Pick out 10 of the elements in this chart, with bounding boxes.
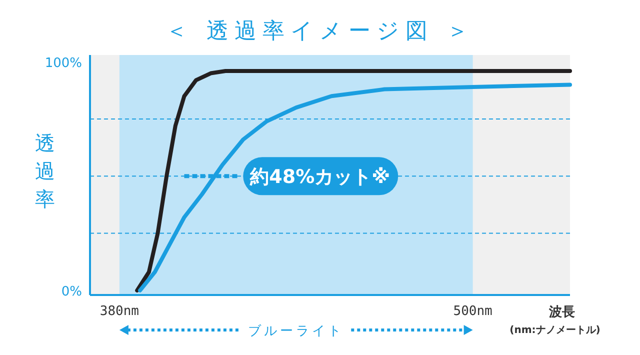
y-tick-label: 0% <box>61 284 82 300</box>
band-label: ブルーライト <box>248 324 344 339</box>
x-tick-label: 380nm <box>100 304 140 319</box>
y-axis-title: 透過率 <box>35 131 55 211</box>
x-axis-title: 波長 <box>548 305 575 320</box>
annotation: 約48%カット※ <box>249 166 390 188</box>
y-tick-label: 100% <box>44 56 82 71</box>
x-tick-label: 500nm <box>453 304 493 319</box>
text: (nm:ナノメートル) <box>510 325 600 336</box>
chart-title: ＜ 透過率イメージ図 ＞ <box>166 19 474 44</box>
